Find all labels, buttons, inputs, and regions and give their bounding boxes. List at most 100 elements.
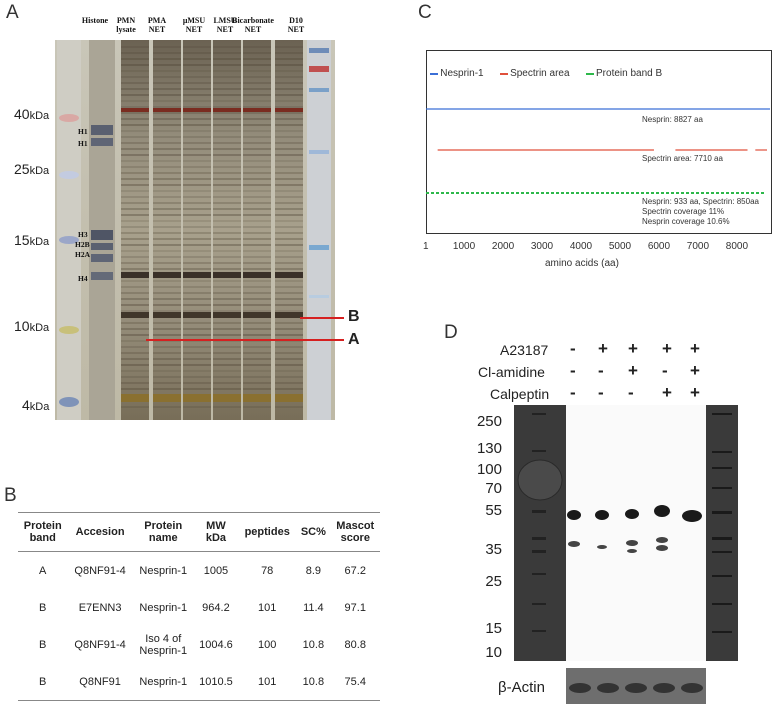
treatment-sign: + [628, 361, 638, 380]
lane-header: Histone [74, 16, 116, 25]
x-tick-label: 1000 [452, 241, 476, 252]
lane-header-line: μMSU [182, 16, 206, 25]
mw-value: 15 [14, 232, 30, 248]
lane-header: Bicarbonate NET [232, 16, 274, 34]
mw-marker-15: 15kDa [14, 232, 49, 248]
column-header: Protein name [132, 512, 194, 552]
mw-value: 25 [14, 161, 30, 177]
x-tick-label: 6000 [647, 241, 671, 252]
actin-bands [569, 683, 703, 693]
legend-swatch-nesprin [430, 72, 438, 75]
histone-label-h2b: H2B [75, 240, 90, 249]
blot-mw-70: 70 [485, 480, 502, 497]
table-row: B Q8NF91-4 Iso 4 of Nesprin-1 1004.6 100 10.8 8… [18, 626, 380, 663]
lane-header-line: NET [244, 25, 262, 34]
sds-page-gel [55, 40, 335, 420]
table-cell: 1005 [203, 564, 229, 577]
treatment-label: Cl-amidine [478, 364, 545, 380]
actin-blot [566, 668, 706, 704]
table-cell: 97.1 [344, 601, 366, 614]
blot-mw-15: 15 [485, 620, 502, 637]
column-header: MW kDa [193, 512, 239, 552]
treatment-sign: + [662, 339, 672, 358]
marker-lane-left [514, 405, 566, 661]
table-cell: B [39, 638, 47, 651]
table-cell: 75.4 [330, 663, 380, 701]
x-tick-label: 8000 [725, 241, 749, 252]
mw-marker-40: 40kDa [14, 106, 49, 122]
lane-header: μMSU NET [173, 16, 215, 34]
lane-header-line: Bicarbonate [232, 16, 274, 25]
histone-label-h2a: H2A [75, 250, 90, 259]
x-tick-label: 1 [423, 241, 429, 252]
blot-mw-10: 10 [485, 644, 502, 661]
legend-item-nesprin: Nesprin-1 [440, 68, 484, 79]
treatment-sign: + [628, 339, 638, 358]
blot-mw-250: 250 [476, 413, 502, 430]
treatment-sign: - [662, 361, 668, 380]
table-cell: Nesprin-1 [139, 564, 188, 577]
band-a-label: A [348, 331, 360, 348]
x-tick-label: 5000 [608, 241, 632, 252]
treatment-sign: - [598, 383, 604, 402]
mw-unit: kDa [29, 165, 50, 177]
treatment-sign: + [690, 361, 700, 380]
band-b-label: B [348, 308, 360, 325]
mw-unit: kDa [29, 236, 50, 248]
lane-header: PMA NET [136, 16, 178, 34]
table-cell: 67.2 [344, 564, 366, 577]
mw-value: 10 [14, 318, 30, 334]
mw-value: 4 [22, 397, 30, 413]
western-blot-samples [566, 405, 706, 661]
table-cell: Q8NF91-4 [74, 638, 126, 651]
lane-header-line: Histone [81, 16, 109, 25]
protein-identification-table: Protein band Accesion Protein name MW kDa pepti… [18, 512, 380, 701]
treatment-label: Calpeptin [490, 386, 550, 402]
annotation-nesprin-coverage: Nesprin coverage 10.6% [642, 217, 730, 226]
marker-lane-left-graphic [517, 413, 563, 632]
annotation-band-b-lengths: Nesprin: 933 aa, Spectrin: 850aa [642, 197, 759, 206]
blot-mw-130: 130 [476, 440, 502, 457]
panel-a-label: A [6, 2, 19, 23]
gel-bands-graphic [57, 40, 331, 420]
actin-label: β-Actin [498, 679, 545, 696]
blot-mw-55: 55 [485, 502, 502, 519]
table-cell: 100 [258, 638, 277, 651]
table-cell: 101 [258, 601, 277, 614]
marker-lane-right-graphic [712, 413, 732, 633]
lane-header-line: NET [216, 25, 234, 34]
histone-label-h1: H1 [78, 139, 88, 148]
table-cell: Iso 4 of Nesprin-1 [139, 632, 188, 657]
table-row: A Q8NF91-4 Nesprin-1 1005 78 8.9 67.2 [18, 552, 380, 590]
table-cell: Nesprin-1 [139, 601, 188, 614]
table-cell: 8.9 [305, 564, 322, 577]
lane-header-line: NET [287, 25, 305, 34]
treatment-sign: - [570, 361, 576, 380]
legend-swatch-band-b [585, 72, 594, 75]
treatment-sign: - [570, 339, 576, 358]
column-header: Mascot score [330, 512, 380, 552]
legend-swatch-spectrin [499, 72, 508, 75]
table-header-row: Protein band Accesion Protein name MW kDa pepti… [18, 512, 380, 552]
table-cell: Q8NF91-4 [74, 564, 126, 577]
table-cell: 1010.5 [193, 663, 239, 701]
table-cell: B [39, 601, 47, 614]
annotation-nesprin-length: Nesprin: 8827 aa [642, 115, 703, 124]
histone-label-h1: H1 [78, 127, 88, 136]
table-cell: B [18, 663, 68, 701]
table-cell: 1004.6 [199, 638, 233, 651]
table-row: B E7ENN3 Nesprin-1 964.2 101 11.4 97.1 [18, 589, 380, 626]
table-cell: 10.8 [296, 663, 331, 701]
treatment-sign: + [662, 383, 672, 402]
table-cell: E7ENN3 [78, 601, 122, 614]
blot-mw-25: 25 [485, 573, 502, 590]
mw-value: 40 [14, 106, 30, 122]
column-header: SC% [296, 512, 331, 552]
table-cell: 10.8 [302, 638, 325, 651]
treatment-sign: + [690, 339, 700, 358]
histone-label-h3: H3 [78, 230, 88, 239]
treatment-sign: - [570, 383, 576, 402]
panel-d-label: D [444, 322, 458, 343]
lane-header: PMN lysate [105, 16, 147, 34]
band-b-line [300, 317, 344, 319]
